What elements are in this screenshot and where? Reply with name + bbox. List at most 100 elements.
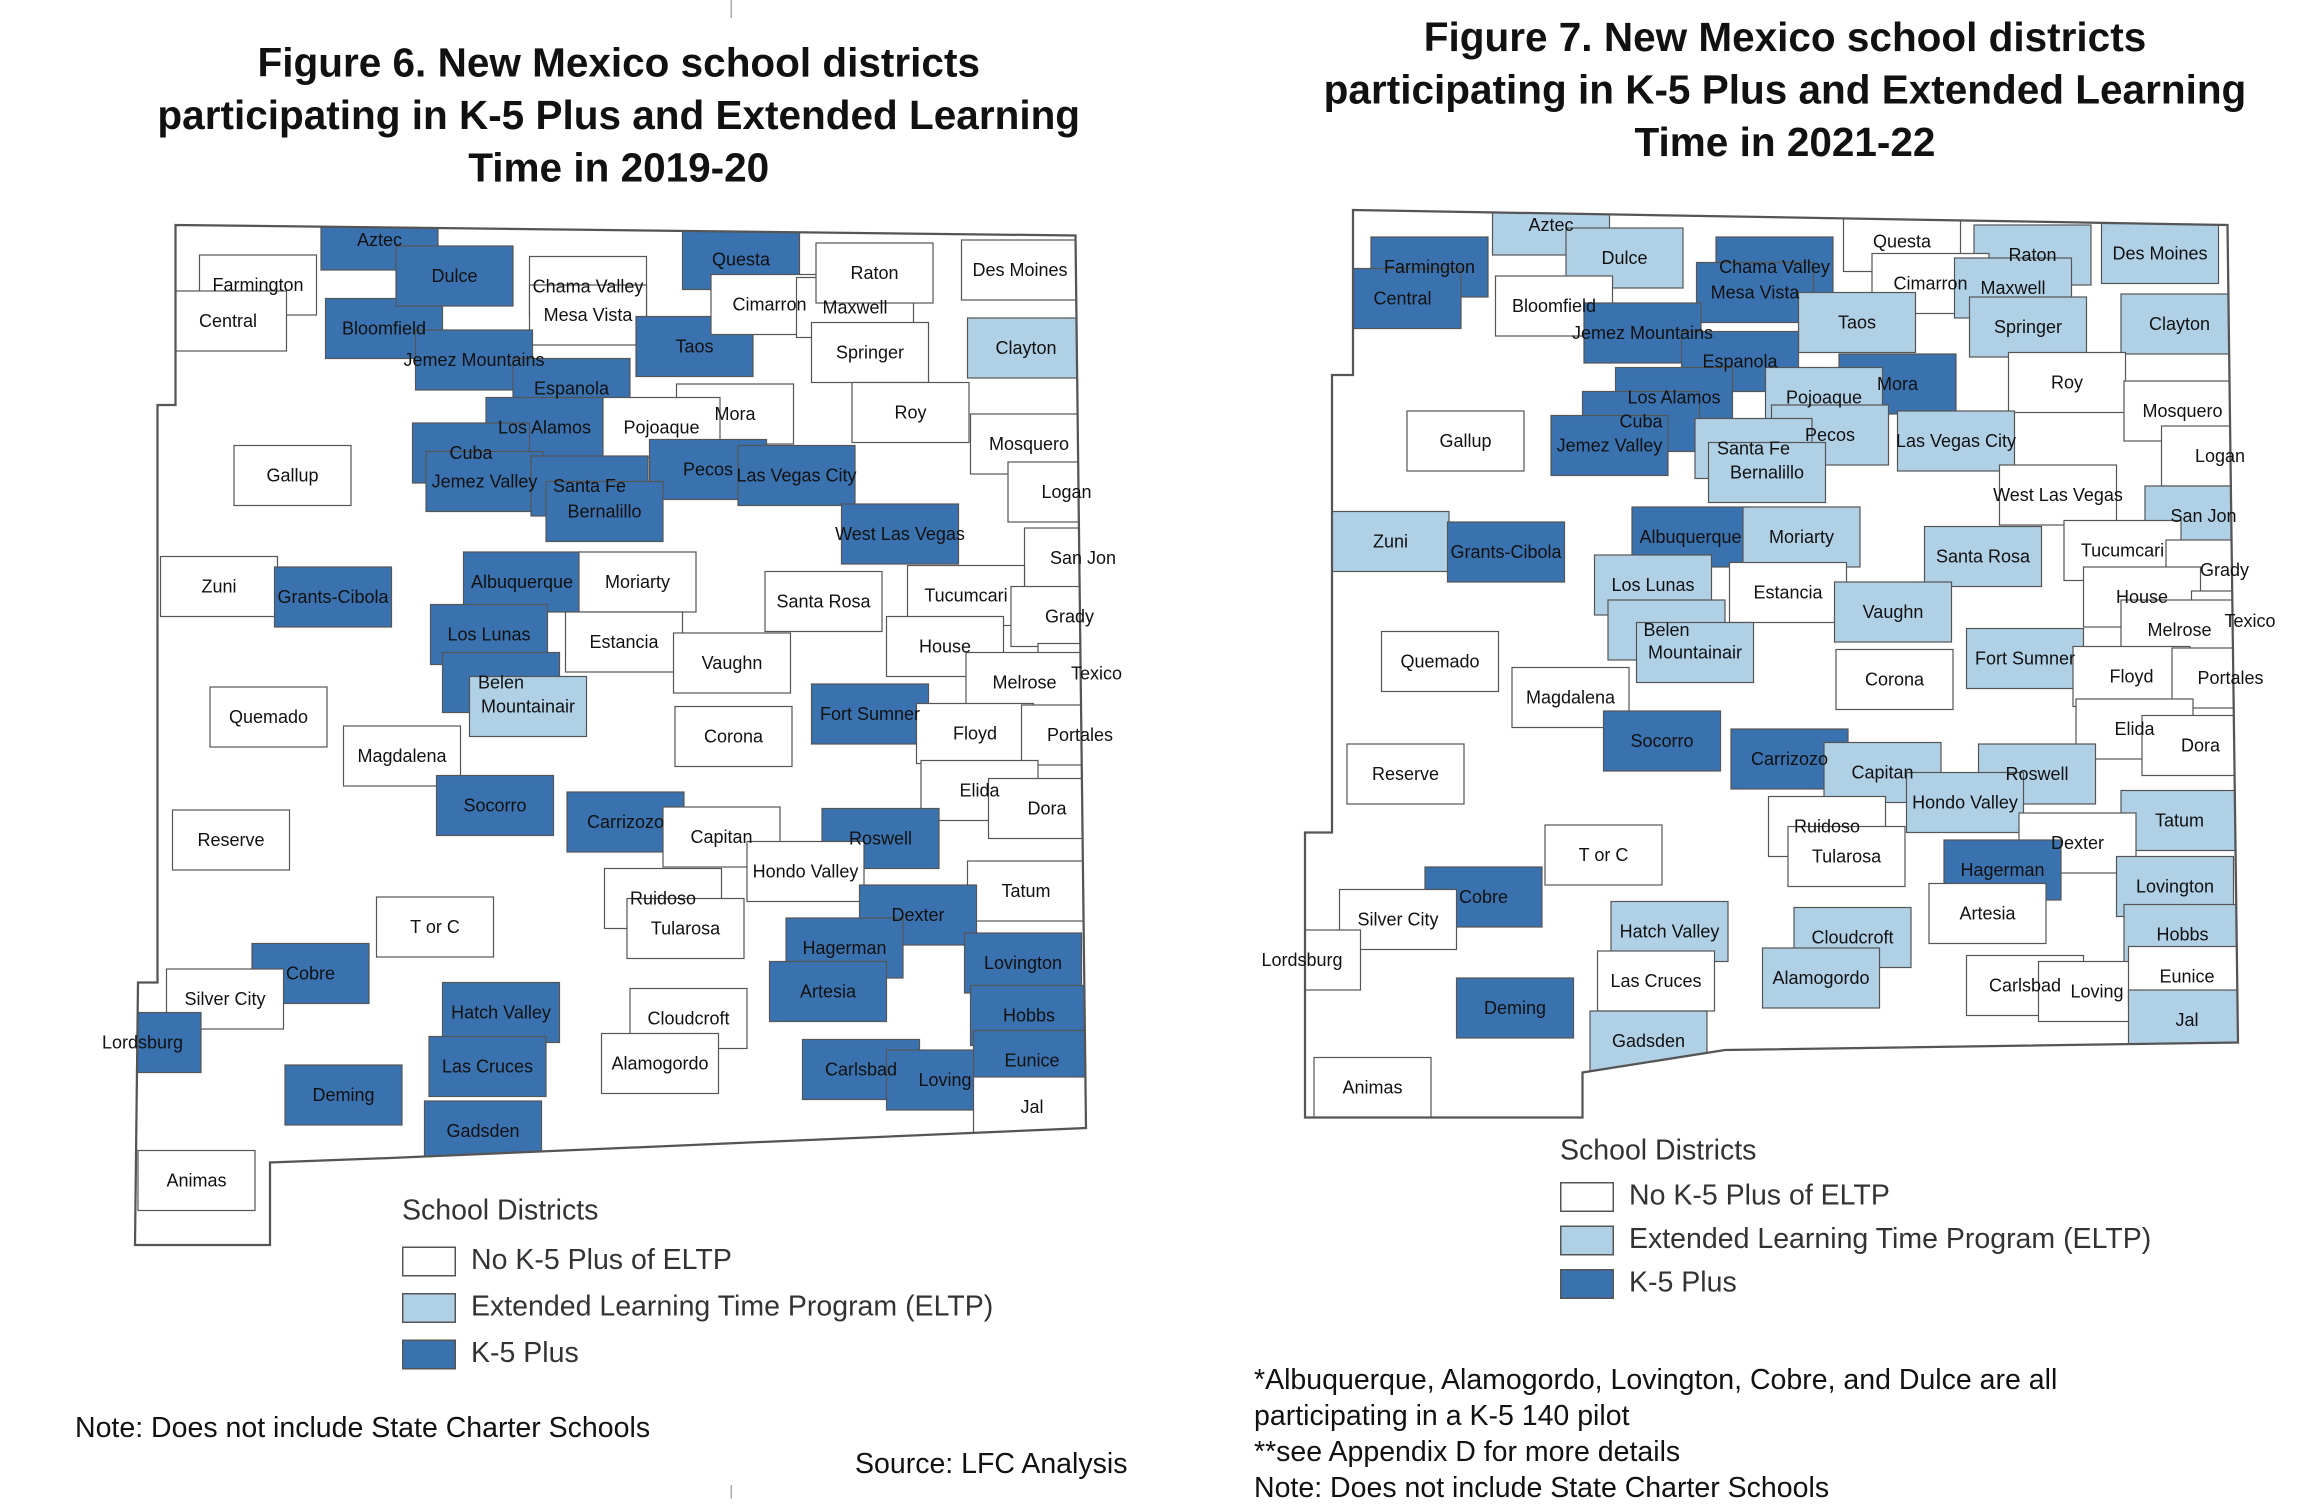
district-label: Central bbox=[1373, 288, 1431, 309]
legend-swatch bbox=[402, 1246, 456, 1276]
district-label: Melrose bbox=[2147, 620, 2211, 641]
district-label: Maxwell bbox=[822, 297, 887, 318]
district-label: Mosquero bbox=[989, 434, 1069, 455]
legend-title: School Districts bbox=[1560, 1136, 2151, 1175]
district-label: Moriarty bbox=[1769, 527, 1834, 548]
district-label: Vaughn bbox=[1863, 602, 1924, 623]
district-label: T or C bbox=[1579, 845, 1629, 866]
district-label: Silver City bbox=[1357, 909, 1438, 930]
district-label: Cuba bbox=[1619, 411, 1662, 432]
district-label: Corona bbox=[1865, 669, 1924, 690]
district-label: Carlsbad bbox=[825, 1059, 897, 1080]
legend-label: Extended Learning Time Program (ELTP) bbox=[471, 1291, 993, 1324]
district-label: Springer bbox=[1994, 317, 2062, 338]
district-label: Hondo Valley bbox=[753, 861, 859, 882]
district-label: Carrizozo bbox=[1751, 749, 1828, 770]
district-label: Cobre bbox=[286, 963, 335, 984]
district-label: San Jon bbox=[1050, 548, 1116, 569]
district-label: Fort Sumner bbox=[820, 704, 920, 725]
district-label: Raton bbox=[850, 263, 898, 284]
legend-label: No K-5 Plus of ELTP bbox=[1629, 1180, 1890, 1213]
note-line: *Albuquerque, Alamogordo, Lovington, Cob… bbox=[1254, 1364, 2057, 1400]
district-label: Animas bbox=[166, 1170, 226, 1191]
district-label: Socorro bbox=[1630, 731, 1693, 752]
district-label: San Jon bbox=[2170, 506, 2236, 527]
district-label: Hondo Valley bbox=[1912, 792, 2018, 813]
district-label: Cloudcroft bbox=[1811, 927, 1893, 948]
legend-label: No K-5 Plus of ELTP bbox=[471, 1244, 732, 1277]
district-label: Maxwell bbox=[1980, 278, 2045, 299]
district-label: Mesa Vista bbox=[544, 305, 633, 326]
district-label: Hagerman bbox=[802, 938, 886, 959]
district-label: Gadsden bbox=[1612, 1031, 1685, 1052]
legend-swatch bbox=[402, 1292, 456, 1322]
district-label: Mountainair bbox=[1648, 642, 1742, 663]
district-label: Estancia bbox=[1753, 582, 1822, 603]
district-label: Santa Rosa bbox=[776, 591, 870, 612]
district-label: Los Alamos bbox=[1627, 387, 1720, 408]
district-label: Lovington bbox=[2136, 876, 2214, 897]
figure6-legend: School Districts No K-5 Plus of ELTP Ext… bbox=[402, 1196, 993, 1378]
district-label: Central bbox=[199, 311, 257, 332]
district-label: Jal bbox=[1020, 1097, 1043, 1118]
legend-swatch bbox=[1560, 1268, 1614, 1298]
district-label: Questa bbox=[712, 249, 770, 270]
district-label: Aztec bbox=[1528, 215, 1573, 236]
district-label: Magdalena bbox=[357, 746, 446, 767]
district-label: Ruidoso bbox=[1794, 816, 1860, 837]
district-label: Zuni bbox=[201, 576, 236, 597]
district-label: Hagerman bbox=[1960, 860, 2044, 881]
district-label: Cuba bbox=[449, 443, 492, 464]
district-label: Los Lunas bbox=[447, 624, 530, 645]
district-label: Grady bbox=[1045, 606, 1094, 627]
district-label: Zuni bbox=[1373, 531, 1408, 552]
figure7-notes: *Albuquerque, Alamogordo, Lovington, Cob… bbox=[1254, 1364, 2057, 1508]
district-label: Las Vegas City bbox=[1896, 431, 2016, 452]
district-label: Carrizozo bbox=[587, 812, 664, 833]
figure7-legend: School Districts No K-5 Plus of ELTP Ext… bbox=[1560, 1136, 2151, 1306]
district-label: Gallup bbox=[266, 465, 318, 486]
note-line: participating in a K-5 140 pilot bbox=[1254, 1400, 2057, 1436]
district-label: Elida bbox=[959, 780, 999, 801]
district-label: Estancia bbox=[589, 632, 658, 653]
district-label: Roy bbox=[2051, 372, 2083, 393]
district-label: Las Vegas City bbox=[736, 465, 856, 486]
legend-swatch bbox=[1560, 1225, 1614, 1255]
district-label: Tucumcari bbox=[2081, 540, 2164, 561]
district-label: Floyd bbox=[953, 723, 997, 744]
district-label: Tatum bbox=[2155, 810, 2204, 831]
district-label: Bloomfield bbox=[1512, 296, 1596, 317]
district-label: Dulce bbox=[431, 266, 477, 287]
district-label: Jemez Valley bbox=[432, 471, 538, 492]
district-label: Dexter bbox=[891, 905, 944, 926]
district-label: Ruidoso bbox=[630, 888, 696, 909]
district-label: Santa Fe bbox=[553, 476, 626, 497]
district-label: Roswell bbox=[849, 828, 912, 849]
note-line: Note: Does not include State Charter Sch… bbox=[1254, 1472, 2057, 1508]
district-label: Jal bbox=[2175, 1010, 2198, 1031]
district-label: Farmington bbox=[1384, 257, 1475, 278]
district-label: Cobre bbox=[1459, 887, 1508, 908]
district-label: Farmington bbox=[212, 275, 303, 296]
district-label: Reserve bbox=[197, 830, 264, 851]
legend-item-k5: K-5 Plus bbox=[1560, 1262, 2151, 1306]
district-label: Clayton bbox=[995, 338, 1056, 359]
district-label: T or C bbox=[410, 917, 460, 938]
district-label: Hatch Valley bbox=[1620, 921, 1720, 942]
district-label: Floyd bbox=[2109, 666, 2153, 687]
district-label: Carlsbad bbox=[1989, 975, 2061, 996]
district-label: Quemado bbox=[1400, 651, 1479, 672]
district-label: Mountainair bbox=[481, 696, 575, 717]
legend-swatch bbox=[402, 1339, 456, 1369]
district-label: Texico bbox=[1071, 663, 1122, 684]
district-label: Hobbs bbox=[2156, 924, 2208, 945]
district-label: Vaughn bbox=[702, 653, 763, 674]
district-label: Eunice bbox=[2159, 966, 2214, 987]
district-label: Albuquerque bbox=[471, 572, 573, 593]
legend-label: K-5 Plus bbox=[471, 1337, 579, 1370]
district-label: West Las Vegas bbox=[1993, 485, 2123, 506]
figure6-note: Note: Does not include State Charter Sch… bbox=[75, 1412, 650, 1448]
district-label: Eunice bbox=[1004, 1050, 1059, 1071]
district-label: Reserve bbox=[1372, 764, 1439, 785]
district-label: Aztec bbox=[357, 230, 402, 251]
